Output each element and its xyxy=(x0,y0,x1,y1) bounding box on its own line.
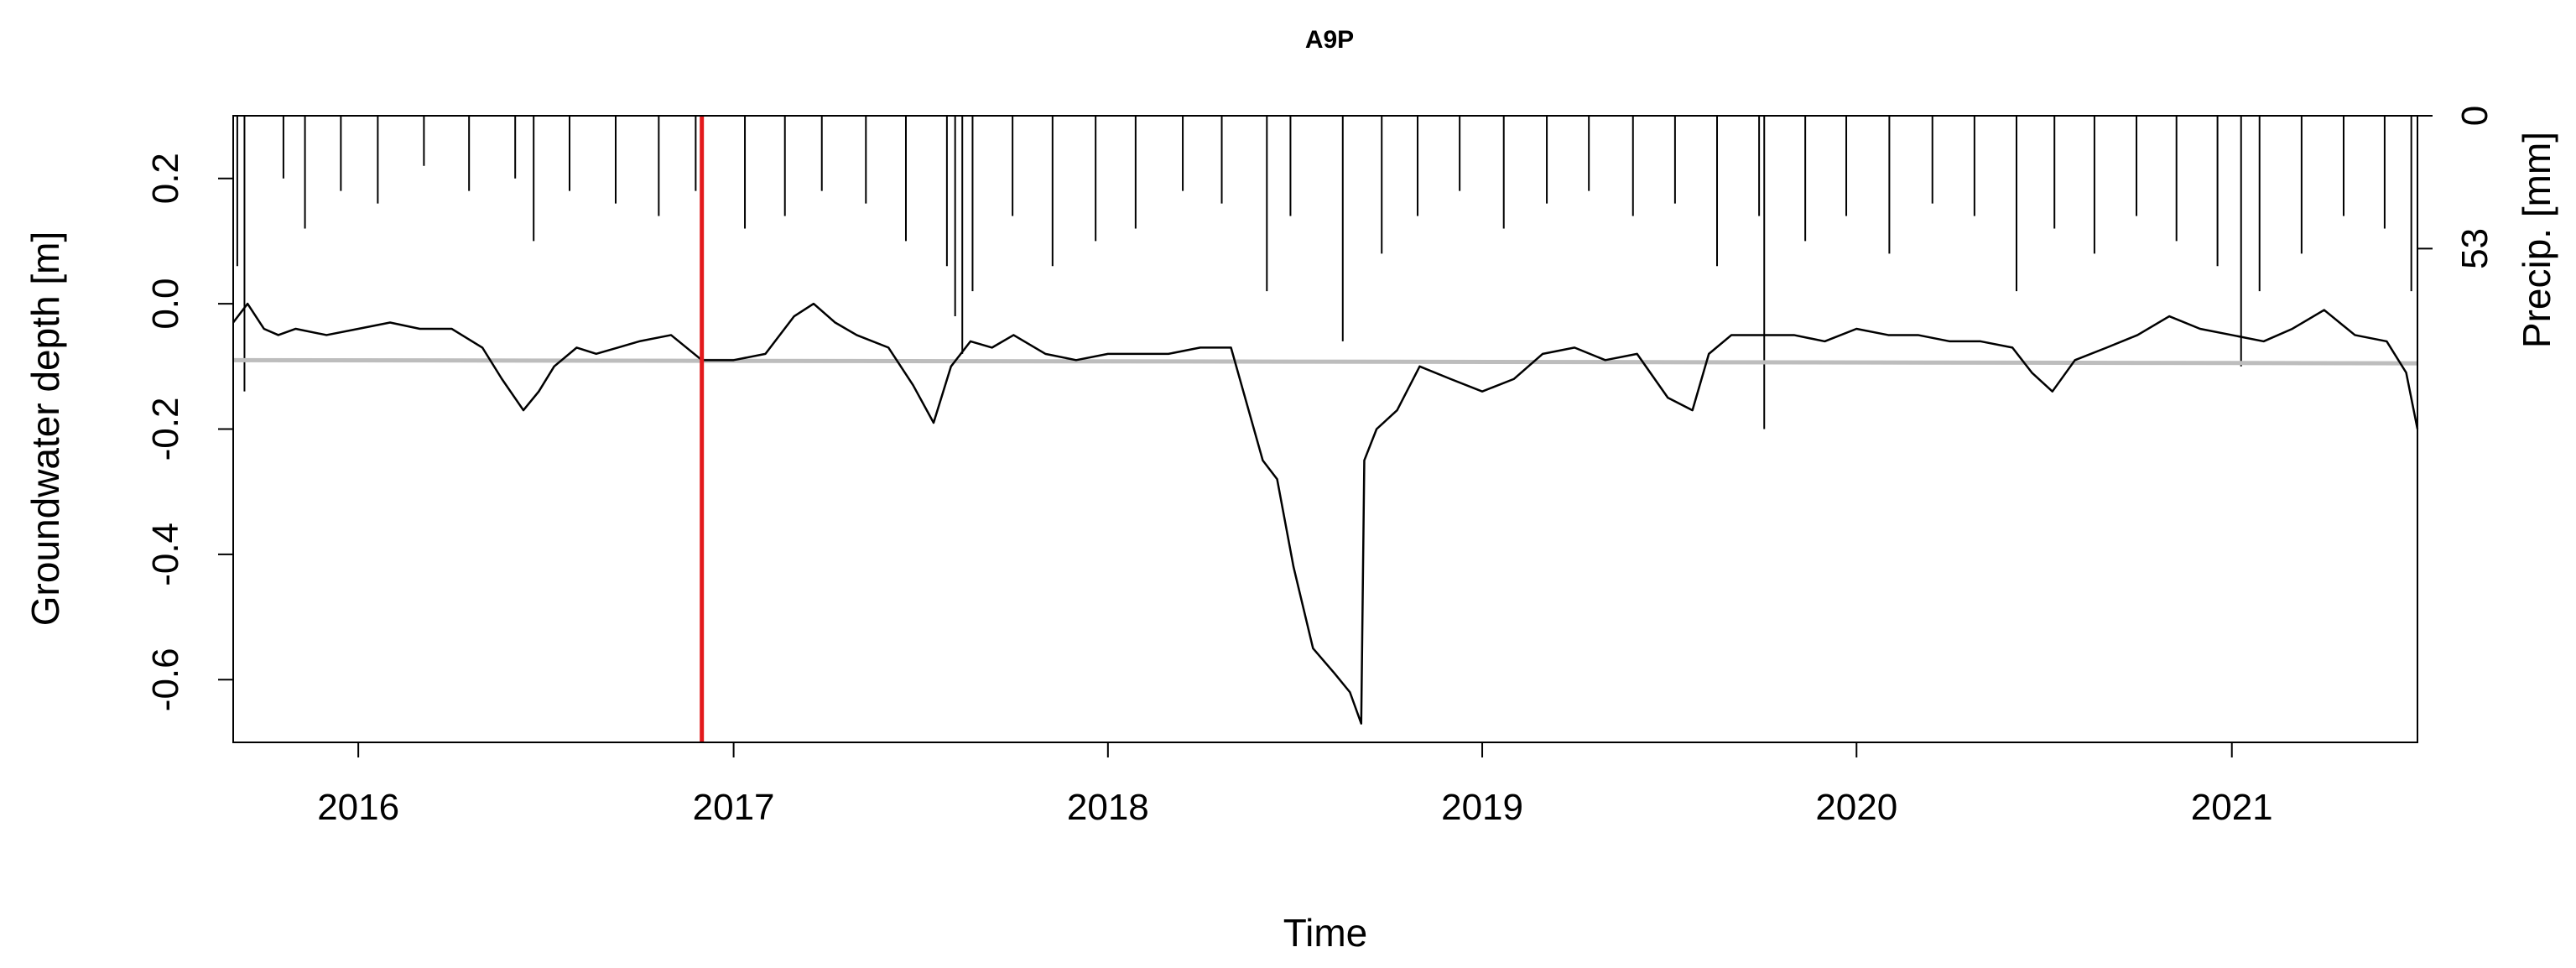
x-tick-label: 2021 xyxy=(2191,787,2273,828)
y-tick-label: 0.0 xyxy=(145,278,186,330)
reference-line xyxy=(232,357,2418,366)
groundwater-line xyxy=(232,302,2419,725)
x-axis-title: Time xyxy=(1283,911,1368,955)
x-tick-label: 2020 xyxy=(1815,787,1897,828)
right-axis: 0 53 xyxy=(2417,106,2495,269)
reference-series xyxy=(232,357,2418,366)
right-axis-title: Precip. [mm] xyxy=(2515,132,2558,348)
y-tick-label: 0.2 xyxy=(145,153,186,204)
right-tick-label: 53 xyxy=(2454,228,2495,269)
y-tick-label: -0.2 xyxy=(145,398,186,461)
chart-title: A9P xyxy=(1305,26,1354,54)
x-tick-label: 2016 xyxy=(317,787,399,828)
y-axis-title: Groundwater depth [m] xyxy=(23,232,67,626)
y-tick-label: -0.6 xyxy=(145,648,186,711)
y-axis: -0.6 -0.4 -0.2 0.0 0.2 xyxy=(145,153,233,711)
groundwater-series xyxy=(232,302,2419,725)
x-tick-label: 2018 xyxy=(1067,787,1149,828)
plot-frame xyxy=(232,115,2418,743)
x-axis: 2016 2017 2018 2019 2020 2021 xyxy=(317,742,2273,828)
x-tick-label: 2017 xyxy=(693,787,775,828)
y-tick-label: -0.4 xyxy=(145,523,186,586)
precip-bars xyxy=(236,116,2412,429)
x-tick-label: 2019 xyxy=(1441,787,1523,828)
right-tick-label: 0 xyxy=(2454,106,2495,126)
